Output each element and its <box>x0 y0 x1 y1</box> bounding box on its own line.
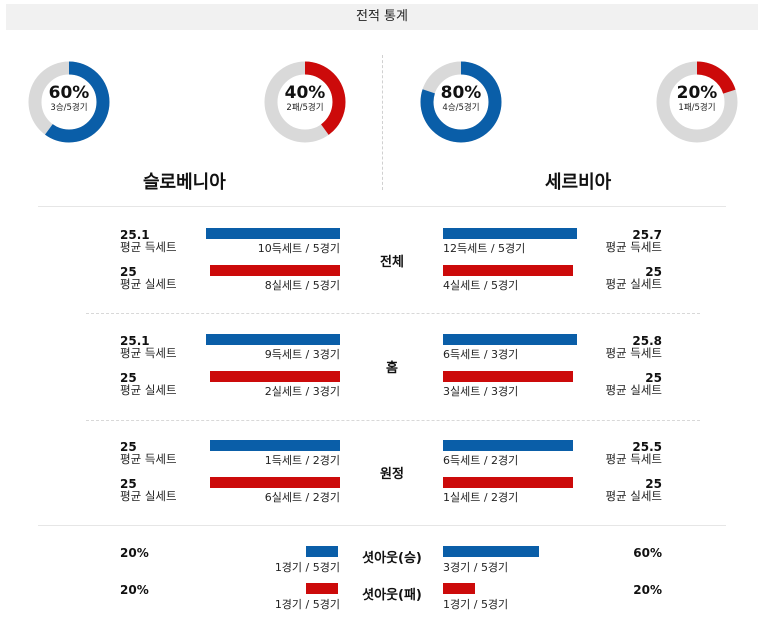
donut-record: 1패/5경기 <box>678 103 716 113</box>
shutout-label: 셧아웃(패) <box>362 588 422 603</box>
donut-percent: 40% <box>284 83 326 103</box>
right-stat-label: 평균 득세트 <box>605 240 662 254</box>
right-stat-caption: 6득세트 / 3경기 <box>443 348 519 361</box>
left-stat-value: 25 <box>120 265 137 279</box>
left-shutout-caption: 1경기 / 5경기 <box>274 598 340 611</box>
donut-record: 3승/5경기 <box>50 103 88 113</box>
right-stat-bar <box>443 265 573 276</box>
left-stat-value: 25 <box>120 440 137 454</box>
left-stat-caption: 1득세트 / 2경기 <box>264 454 340 467</box>
right-stat-value: 25.5 <box>632 440 662 454</box>
right-stat-caption: 6득세트 / 2경기 <box>443 454 519 467</box>
donut-arc <box>420 61 502 143</box>
right-stat-caption: 1실세트 / 2경기 <box>443 491 519 504</box>
left-stat-value: 25 <box>120 371 137 385</box>
left-stat-caption: 6실세트 / 2경기 <box>264 491 340 504</box>
left-shutout-value: 20% <box>120 583 149 597</box>
stats-title-bar: 전적 통계 <box>6 4 758 30</box>
right-stat-label: 평균 실세트 <box>605 489 662 503</box>
right-stat-label: 평균 실세트 <box>605 383 662 397</box>
right-shutout-caption: 1경기 / 5경기 <box>443 598 509 611</box>
left-stat-caption: 10득세트 / 5경기 <box>257 242 340 255</box>
right-shutout-value: 60% <box>633 546 662 560</box>
left-stat-bar <box>210 477 340 488</box>
left-stat-caption: 8실세트 / 5경기 <box>264 279 340 292</box>
right-shutout-value: 20% <box>633 583 662 597</box>
donut-chart <box>264 61 346 143</box>
left-stat-bar <box>206 334 340 345</box>
left-shutout-value: 20% <box>120 546 149 560</box>
left-shutout-caption: 1경기 / 5경기 <box>274 561 340 574</box>
right-stat-caption: 3실세트 / 3경기 <box>443 385 519 398</box>
left-stat-label: 평균 실세트 <box>120 277 177 291</box>
left-stat-caption: 2실세트 / 3경기 <box>264 385 340 398</box>
record-donut: 20% 1패/5경기 <box>654 59 740 145</box>
left-stat-bar <box>206 228 340 239</box>
left-stat-bar <box>210 371 340 382</box>
section-divider <box>86 420 700 421</box>
right-stat-bar <box>443 440 573 451</box>
right-shutout-caption: 3경기 / 5경기 <box>443 561 509 574</box>
left-stat-value: 25.1 <box>120 228 150 242</box>
left-stat-value: 25 <box>120 477 137 491</box>
record-donut: 80% 4승/5경기 <box>418 59 504 145</box>
donut-percent: 20% <box>676 83 718 103</box>
left-stat-label: 평균 득세트 <box>120 452 177 466</box>
record-donut: 40% 2패/5경기 <box>262 59 348 145</box>
right-stat-bar <box>443 334 577 345</box>
donut-chart <box>420 61 502 143</box>
right-stat-bar <box>443 371 573 382</box>
donut-chart <box>656 61 738 143</box>
shutout-label: 셧아웃(승) <box>362 551 422 566</box>
left-stat-label: 평균 실세트 <box>120 489 177 503</box>
right-stat-label: 평균 득세트 <box>605 452 662 466</box>
left-stat-label: 평균 실세트 <box>120 383 177 397</box>
donut-arc <box>28 61 110 143</box>
donut-chart <box>28 61 110 143</box>
right-stat-bar <box>443 228 577 239</box>
right-stat-label: 평균 실세트 <box>605 277 662 291</box>
donut-arc <box>656 61 738 143</box>
right-shutout-bar <box>443 583 475 594</box>
right-stat-value: 25.7 <box>632 228 662 242</box>
donut-percent: 60% <box>48 83 90 103</box>
donut-percent: 80% <box>440 83 482 103</box>
right-stat-label: 평균 득세트 <box>605 346 662 360</box>
record-donut: 60% 3승/5경기 <box>26 59 112 145</box>
left-team-name: 슬로베니아 <box>143 172 226 193</box>
right-stat-value: 25 <box>645 371 662 385</box>
team-divider <box>382 55 383 190</box>
right-stat-value: 25 <box>645 265 662 279</box>
right-stat-value: 25 <box>645 477 662 491</box>
left-stat-label: 평균 득세트 <box>120 240 177 254</box>
section-divider <box>38 525 726 526</box>
left-stat-bar <box>210 265 340 276</box>
section-label: 전체 <box>380 255 404 270</box>
right-team-name: 세르비아 <box>545 172 612 193</box>
donut-record: 4승/5경기 <box>442 103 480 113</box>
section-divider <box>86 313 700 314</box>
section-label: 홈 <box>386 361 398 376</box>
left-stat-caption: 9득세트 / 3경기 <box>264 348 340 361</box>
right-shutout-bar <box>443 546 539 557</box>
section-label: 원정 <box>380 467 404 482</box>
right-stat-bar <box>443 477 573 488</box>
donut-record: 2패/5경기 <box>286 103 324 113</box>
left-shutout-bar <box>306 583 338 594</box>
left-shutout-bar <box>306 546 338 557</box>
section-divider <box>38 206 726 207</box>
right-stat-value: 25.8 <box>632 334 662 348</box>
left-stat-label: 평균 득세트 <box>120 346 177 360</box>
left-stat-bar <box>210 440 340 451</box>
right-stat-caption: 4실세트 / 5경기 <box>443 279 519 292</box>
left-stat-value: 25.1 <box>120 334 150 348</box>
stats-title: 전적 통계 <box>356 9 408 24</box>
donut-arc <box>264 61 346 143</box>
right-stat-caption: 12득세트 / 5경기 <box>443 242 526 255</box>
